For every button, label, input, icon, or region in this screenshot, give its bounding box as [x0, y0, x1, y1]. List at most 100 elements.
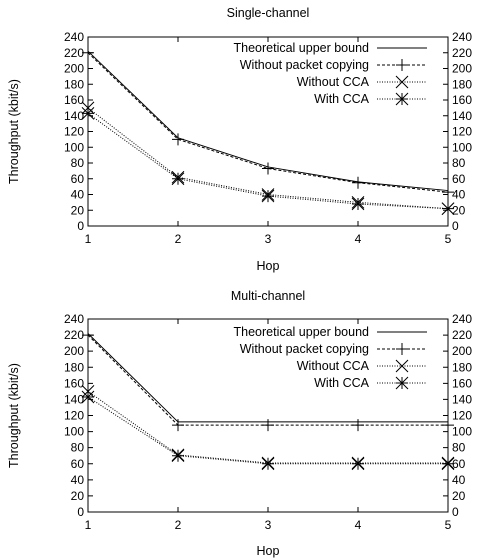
data-point-with-cca: [81, 107, 95, 120]
series-with-cca: [81, 390, 455, 471]
y-tick-label-left: 40: [71, 188, 85, 202]
data-point-with-cca: [261, 457, 275, 471]
y-tick-label-right: 160: [452, 376, 472, 390]
y-tick-label-right: 240: [452, 312, 472, 326]
legend-label: Without packet copying: [240, 58, 369, 72]
y-tick-label-right: 160: [452, 93, 472, 107]
data-point-without-packet-copying: [442, 186, 454, 199]
x-tick-label: 1: [85, 518, 92, 532]
y-tick-label-left: 140: [64, 109, 84, 123]
x-tick-label: 1: [85, 232, 92, 246]
y-tick-label-right: 40: [452, 188, 466, 202]
y-tick-label-left: 60: [71, 172, 85, 186]
x-tick-label: 3: [265, 518, 272, 532]
x-axis-label: Hop: [257, 544, 280, 558]
y-tick-label-right: 40: [452, 473, 466, 487]
y-tick-label-left: 100: [64, 140, 84, 154]
chart-title: Single-channel: [227, 6, 310, 20]
y-tick-label-right: 180: [452, 360, 472, 374]
legend-label: Without packet copying: [240, 342, 369, 356]
y-axis-label: Throughput (kbit/s): [7, 363, 21, 468]
chart-title: Multi-channel: [231, 289, 305, 303]
data-point-with-cca: [441, 202, 455, 216]
legend-label: With CCA: [314, 376, 370, 390]
y-tick-label-right: 60: [452, 457, 466, 471]
data-point-without-packet-copying: [82, 329, 94, 342]
series-line-without-packet-copying: [87, 52, 449, 193]
y-tick-label-right: 220: [452, 328, 472, 342]
data-point-without-packet-copying: [262, 419, 274, 432]
y-tick-label-left: 40: [71, 473, 85, 487]
data-point-without-packet-copying: [172, 419, 184, 432]
y-tick-label-left: 100: [64, 425, 84, 439]
x-tick-label: 4: [355, 518, 362, 532]
legend-marker-without-packet-copying: [396, 343, 408, 355]
legend-marker-without-cca: [395, 75, 409, 89]
y-tick-label-right: 200: [452, 62, 472, 76]
legend-label: Theoretical upper bound: [233, 41, 369, 55]
y-tick-label-right: 80: [452, 156, 466, 170]
y-tick-label-right: 20: [452, 489, 466, 503]
y-tick-label-right: 140: [452, 109, 472, 123]
y-tick-label-left: 180: [64, 360, 84, 374]
legend: Theoretical upper bound Without packet co…: [233, 41, 427, 106]
legend-label: With CCA: [314, 92, 370, 106]
x-tick-label: 3: [265, 232, 272, 246]
legend-marker-with-cca: [395, 92, 409, 106]
y-tick-label-left: 60: [71, 457, 85, 471]
y-tick-label-right: 60: [452, 172, 466, 186]
x-tick-label: 4: [355, 232, 362, 246]
y-tick-label-left: 120: [64, 409, 84, 423]
y-tick-label-left: 240: [64, 312, 84, 326]
data-point-without-packet-copying: [442, 419, 454, 432]
y-tick-label-left: 220: [64, 328, 84, 342]
y-tick-label-right: 120: [452, 409, 472, 423]
legend-label: Without CCA: [297, 359, 370, 373]
y-tick-label-left: 220: [64, 46, 84, 60]
y-tick-label-left: 140: [64, 392, 84, 406]
legend-label: Without CCA: [297, 75, 370, 89]
data-point-with-cca: [261, 189, 275, 203]
x-tick-label: 2: [175, 518, 182, 532]
y-tick-label-right: 100: [452, 425, 472, 439]
y-tick-label-left: 120: [64, 125, 84, 139]
legend-marker-without-packet-copying: [396, 59, 408, 71]
x-axis-label: Hop: [257, 259, 280, 273]
series-without-packet-copying: [82, 329, 454, 432]
y-tick-label-right: 0: [452, 505, 459, 519]
legend-label: Theoretical upper bound: [233, 325, 369, 339]
legend: Theoretical upper bound Without packet co…: [233, 325, 427, 390]
y-tick-label-left: 0: [77, 219, 84, 233]
y-tick-label-left: 200: [64, 344, 84, 358]
legend-marker-with-cca: [395, 376, 409, 390]
x-tick-label: 2: [175, 232, 182, 246]
data-point-without-packet-copying: [352, 176, 364, 189]
data-point-without-packet-copying: [262, 162, 274, 175]
data-point-without-packet-copying: [82, 46, 94, 59]
data-point-with-cca: [351, 457, 365, 471]
data-point-with-cca: [171, 449, 185, 463]
y-tick-label-left: 80: [71, 156, 85, 170]
y-tick-label-left: 200: [64, 62, 84, 76]
y-tick-label-right: 80: [452, 441, 466, 455]
data-point-with-cca: [441, 457, 455, 471]
y-tick-label-left: 240: [64, 30, 84, 44]
x-tick-label: 5: [445, 232, 452, 246]
data-point-without-packet-copying: [172, 133, 184, 146]
series-with-cca: [81, 107, 455, 216]
y-tick-label-right: 200: [452, 344, 472, 358]
y-tick-label-right: 100: [452, 140, 472, 154]
series-without-packet-copying: [82, 46, 454, 199]
y-tick-label-left: 20: [71, 203, 85, 217]
y-tick-label-left: 180: [64, 77, 84, 91]
y-tick-label-right: 120: [452, 125, 472, 139]
x-tick-label: 5: [445, 518, 452, 532]
data-point-without-packet-copying: [352, 419, 364, 432]
y-tick-label-right: 220: [452, 46, 472, 60]
y-axis-label: Throughput (kbit/s): [7, 79, 21, 184]
y-tick-label-right: 0: [452, 219, 459, 233]
y-tick-label-right: 240: [452, 30, 472, 44]
data-point-with-cca: [171, 172, 185, 186]
